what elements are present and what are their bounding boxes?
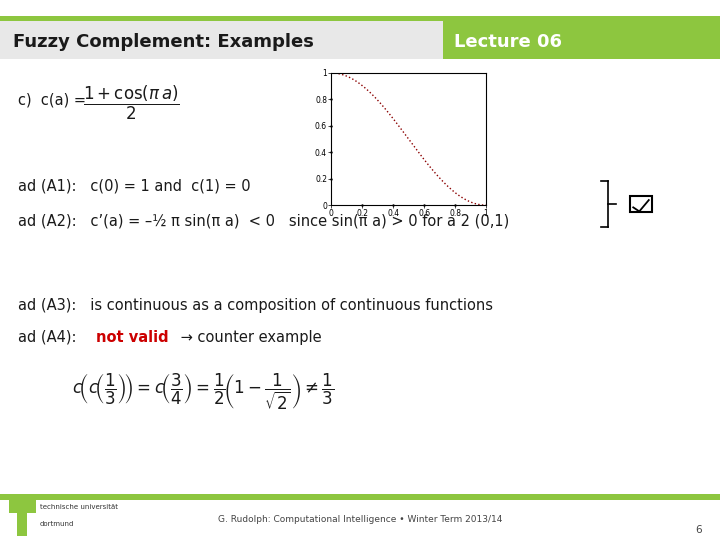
Text: ad (A2):   c’(a) = –½ π sin(π a)  < 0   since sin(π a) > 0 for a 2 (0,1): ad (A2): c’(a) = –½ π sin(π a) < 0 since… — [18, 214, 509, 229]
Bar — [17, 513, 27, 536]
Text: Lecture 06: Lecture 06 — [454, 33, 562, 51]
Bar — [443, 21, 720, 59]
Text: ad (A3):   is continuous as a composition of continuous functions: ad (A3): is continuous as a composition … — [18, 298, 493, 313]
Bar — [9, 501, 36, 513]
Bar — [630, 196, 652, 212]
Text: c)  c(a) =: c) c(a) = — [18, 92, 91, 107]
Text: dortmund: dortmund — [40, 521, 74, 527]
Text: not valid: not valid — [96, 330, 168, 345]
Bar — [0, 494, 720, 500]
Bar — [0, 21, 443, 59]
Text: ad (A4):: ad (A4): — [18, 330, 91, 345]
Text: $\dfrac{1 + \cos(\pi\, a)}{2}$: $\dfrac{1 + \cos(\pi\, a)}{2}$ — [83, 84, 179, 122]
Text: technische universität: technische universität — [40, 504, 118, 510]
Text: → counter example: → counter example — [176, 330, 322, 345]
Text: ad (A1):   c(0) = 1 and  c(1) = 0: ad (A1): c(0) = 1 and c(1) = 0 — [18, 179, 251, 194]
Text: 6: 6 — [696, 525, 702, 535]
Text: Fuzzy Complement: Examples: Fuzzy Complement: Examples — [13, 33, 314, 51]
Text: $c\!\left(c\!\left(\dfrac{1}{3}\right)\!\right) = c\!\left(\dfrac{3}{4}\right) =: $c\!\left(c\!\left(\dfrac{1}{3}\right)\!… — [72, 372, 335, 411]
Text: G. Rudolph: Computational Intelligence • Winter Term 2013/14: G. Rudolph: Computational Intelligence •… — [218, 515, 502, 524]
